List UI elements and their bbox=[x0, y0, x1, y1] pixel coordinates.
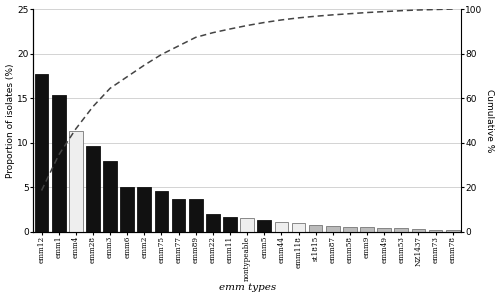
Bar bbox=[86, 146, 100, 232]
Bar bbox=[206, 214, 220, 232]
Bar bbox=[258, 220, 271, 232]
Bar bbox=[120, 187, 134, 232]
Y-axis label: Cumulative %: Cumulative % bbox=[486, 89, 494, 152]
Bar bbox=[360, 227, 374, 232]
Bar bbox=[343, 227, 357, 232]
Bar bbox=[428, 230, 442, 232]
Bar bbox=[412, 229, 426, 232]
Bar bbox=[240, 218, 254, 232]
Bar bbox=[378, 228, 391, 232]
Bar bbox=[52, 95, 66, 232]
Bar bbox=[326, 226, 340, 232]
Bar bbox=[172, 198, 186, 232]
Bar bbox=[223, 217, 237, 232]
Bar bbox=[274, 222, 288, 232]
Bar bbox=[394, 228, 408, 232]
Bar bbox=[292, 224, 306, 232]
Bar bbox=[103, 161, 117, 232]
Bar bbox=[309, 225, 322, 232]
Bar bbox=[69, 131, 82, 232]
Bar bbox=[34, 74, 48, 232]
Bar bbox=[154, 190, 168, 232]
Bar bbox=[138, 187, 151, 232]
Bar bbox=[446, 230, 460, 232]
Bar bbox=[189, 198, 202, 232]
X-axis label: emm types: emm types bbox=[218, 283, 276, 292]
Y-axis label: Proportion of isolates (%): Proportion of isolates (%) bbox=[6, 63, 15, 178]
